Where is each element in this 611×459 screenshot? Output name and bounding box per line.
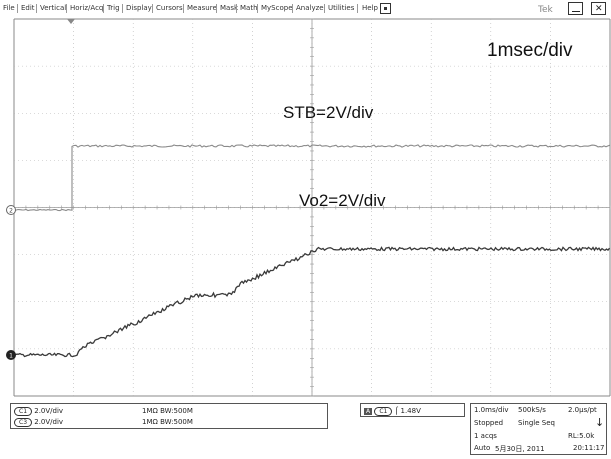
acq-sample-rate: 500kS/s <box>518 406 546 414</box>
menu-separator <box>236 4 237 13</box>
timebase-annotation: 1msec/div <box>487 40 573 61</box>
minimize-button[interactable] <box>568 2 583 15</box>
menu-separator <box>17 4 18 13</box>
menu-separator <box>66 4 67 13</box>
menu-separator <box>183 4 184 13</box>
channel-3-bandwidth: BW:500M <box>160 418 193 426</box>
channel-3-badge: C3 <box>14 418 33 427</box>
acq-record-length: RL:5.0k <box>568 432 595 440</box>
trigger-readout-panel[interactable]: A C1 ⌠ 1.48V <box>360 403 465 417</box>
menu-mask[interactable]: Mask <box>220 4 239 12</box>
channel-1-impedance-value: 1MΩ <box>142 407 158 415</box>
acq-date: 5月30日, 2011 <box>495 445 545 453</box>
channel-1-bandwidth: BW:500M <box>160 407 193 415</box>
channel-3-impedance-value: 1MΩ <box>142 418 158 426</box>
menu-cursors[interactable]: Cursors <box>156 4 183 12</box>
menu-separator <box>103 4 104 13</box>
channel-1-marker-label: 1 <box>9 353 13 360</box>
trigger-level: 1.48V <box>400 407 421 415</box>
menu-trig[interactable]: Trig <box>107 4 120 12</box>
menu-display[interactable]: Display <box>126 4 152 12</box>
channel-3-volts: 2.0V/div <box>34 418 64 426</box>
menu-utilities[interactable]: Utilities <box>328 4 355 12</box>
channel-1-badge: C1 <box>14 407 33 416</box>
channel-readout-panel: C1 2.0V/div 1MΩ BW:500M C3 2.0V/div 1MΩ … <box>10 403 328 429</box>
acq-time: 20:11:17 <box>573 444 605 452</box>
channel-3-impedance: 1MΩ BW:500M <box>142 418 193 426</box>
trigger-channel-badge: C1 <box>374 407 393 416</box>
acq-count: 1 acqs <box>474 432 497 440</box>
menu-file[interactable]: File <box>3 4 15 12</box>
menu-math[interactable]: Math <box>240 4 258 12</box>
channel-3-readout[interactable]: C3 2.0V/div <box>14 418 63 427</box>
menu-myscope[interactable]: MyScope <box>261 4 293 12</box>
menu-separator <box>292 4 293 13</box>
menu-vertical[interactable]: Vertical <box>40 4 67 12</box>
close-button[interactable]: ✕ <box>591 2 606 15</box>
menu-separator <box>324 4 325 13</box>
acq-per-point: 2.0µs/pt <box>568 406 597 414</box>
stb-waveform <box>13 144 611 212</box>
channel-1-readout[interactable]: C1 2.0V/div <box>14 407 63 416</box>
channel-1-ground-marker[interactable]: 1 <box>6 350 16 360</box>
minimize-icon <box>572 11 580 12</box>
menu-edit[interactable]: Edit <box>21 4 35 12</box>
channel-1-volts: 2.0V/div <box>34 407 64 415</box>
graticule <box>13 18 611 397</box>
menu-separator <box>257 4 258 13</box>
trigger-position-marker[interactable] <box>67 19 75 24</box>
channel-1-impedance: 1MΩ BW:500M <box>142 407 193 415</box>
menu-analyze[interactable]: Analyze <box>296 4 324 12</box>
acq-mode: Single Seq <box>518 419 555 427</box>
menu-separator <box>122 4 123 13</box>
channel-2-marker-label: 2 <box>9 208 13 215</box>
toolbar-button[interactable] <box>380 3 391 14</box>
menu-separator <box>357 4 358 13</box>
menu-bar: File Edit Vertical Horiz/Acq Trig Displa… <box>0 0 611 18</box>
trigger-readout: A C1 ⌠ 1.48V <box>364 407 421 416</box>
acq-timebase: 1.0ms/div <box>474 406 509 414</box>
acquisition-panel[interactable]: 1.0ms/div 500kS/s 2.0µs/pt Stopped Singl… <box>470 403 607 455</box>
acq-state: Stopped <box>474 419 504 427</box>
tek-logo: Tek <box>538 5 553 15</box>
trigger-source-box: A <box>364 408 373 415</box>
menu-separator <box>216 4 217 13</box>
menu-separator <box>36 4 37 13</box>
menu-horiz-acq[interactable]: Horiz/Acq <box>70 4 104 12</box>
acq-trigger-mode: Auto <box>474 444 491 452</box>
square-icon <box>384 7 387 10</box>
channel-2-ground-marker[interactable]: 2 <box>6 205 16 215</box>
vo2-annotation: Vo2=2V/div <box>299 191 386 210</box>
vo2-waveform <box>13 246 611 358</box>
menu-measure[interactable]: Measure <box>187 4 217 12</box>
menu-help[interactable]: Help <box>362 4 378 12</box>
arrow-down-icon: ↓ <box>595 416 605 429</box>
close-icon: ✕ <box>595 4 603 14</box>
menu-separator <box>152 4 153 13</box>
trigger-slope-icon: ⌠ <box>394 407 399 415</box>
stb-annotation: STB=2V/div <box>283 103 374 122</box>
